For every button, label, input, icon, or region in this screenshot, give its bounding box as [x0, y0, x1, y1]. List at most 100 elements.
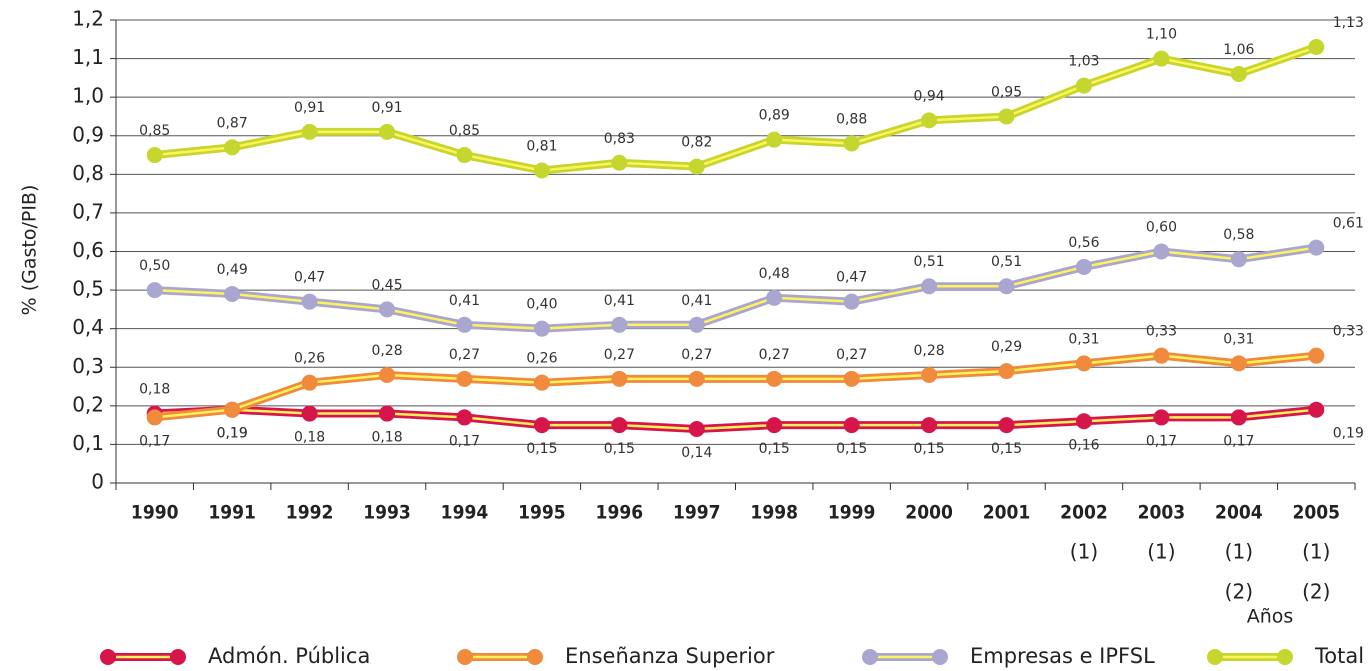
point: [146, 409, 163, 426]
series-line-highlight: [154, 246, 1317, 330]
x-tick-label: 2005: [1292, 502, 1340, 524]
value-label: 0,17: [449, 433, 480, 449]
x-tick-label: (1): [1147, 540, 1175, 564]
point: [1153, 409, 1170, 426]
value-label: 0,15: [991, 441, 1022, 457]
point: [1153, 243, 1170, 260]
value-label: 1,10: [1146, 27, 1177, 43]
value-label: 0,89: [759, 108, 790, 124]
value-label: 0,26: [526, 351, 557, 367]
value-label: 0,95: [991, 84, 1022, 100]
value-label: 0,17: [1223, 433, 1254, 449]
point: [1075, 258, 1092, 275]
point: [1308, 401, 1325, 418]
x-tick-label: 1998: [750, 502, 798, 524]
y-tick-label: 0,4: [72, 315, 104, 339]
point: [379, 405, 396, 422]
value-label: 0,41: [604, 293, 635, 309]
series-line-highlight: [154, 408, 1317, 431]
point: [1308, 347, 1325, 364]
value-label: 0,27: [681, 347, 712, 363]
value-label: 0,15: [526, 441, 557, 457]
value-label: 0,49: [217, 262, 248, 278]
point: [1075, 413, 1092, 430]
x-tick-label: 2002: [1060, 502, 1108, 524]
value-label: 0,51: [991, 254, 1022, 270]
value-label: 0,19: [217, 426, 248, 442]
value-label: 0,28: [371, 343, 402, 359]
point: [998, 108, 1015, 125]
series-line-highlight: [154, 354, 1317, 419]
series-line-highlight: [154, 45, 1317, 172]
legend-marker: [862, 649, 878, 665]
x-tick-label: 1997: [673, 502, 721, 524]
point: [533, 417, 550, 434]
point: [843, 293, 860, 310]
point: [224, 139, 241, 156]
point: [456, 316, 473, 333]
point: [611, 370, 628, 387]
value-label: 0,61: [1333, 216, 1364, 232]
value-label: 0,26: [294, 351, 325, 367]
point: [766, 131, 783, 148]
point: [1230, 251, 1247, 268]
y-axis-label: % (Gasto/PIB): [19, 185, 41, 316]
y-tick-label: 0,7: [72, 199, 104, 223]
x-tick-label: 2000: [905, 502, 953, 524]
y-tick-label: 1,2: [72, 7, 104, 31]
x-tick-label: 1993: [363, 502, 411, 524]
point: [766, 370, 783, 387]
x-tick-label: 1996: [596, 502, 644, 524]
value-label: 0,91: [371, 100, 402, 116]
point: [1308, 39, 1325, 56]
value-label: 0,58: [1223, 227, 1254, 243]
y-tick-label: 0,8: [72, 161, 104, 185]
value-label: 0,47: [836, 270, 867, 286]
value-label: 0,31: [1223, 331, 1254, 347]
point: [843, 370, 860, 387]
value-label: 0,56: [1068, 235, 1099, 251]
value-label: 0,94: [914, 88, 945, 104]
value-label: 1,13: [1333, 15, 1364, 31]
point: [611, 154, 628, 171]
value-label: 0,15: [759, 441, 790, 457]
value-label: 0,47: [294, 270, 325, 286]
point: [456, 370, 473, 387]
point: [766, 289, 783, 306]
point: [688, 370, 705, 387]
point: [1075, 355, 1092, 372]
value-label: 0,85: [449, 123, 480, 139]
point: [611, 316, 628, 333]
legend-marker: [527, 649, 543, 665]
value-label: 0,87: [217, 115, 248, 131]
y-tick-label: 0: [91, 470, 104, 494]
point: [921, 278, 938, 295]
point: [1308, 239, 1325, 256]
value-label: 0,27: [604, 347, 635, 363]
value-label: 0,88: [836, 111, 867, 127]
value-label: 0,15: [604, 441, 635, 457]
legend-label: Enseñanza Superior: [565, 644, 775, 668]
value-label: 0,27: [449, 347, 480, 363]
value-label: 0,81: [526, 138, 557, 154]
point: [533, 162, 550, 179]
legend-marker: [457, 649, 473, 665]
value-label: 0,27: [759, 347, 790, 363]
point: [224, 285, 241, 302]
point: [688, 316, 705, 333]
x-tick-label: (2): [1225, 580, 1253, 604]
x-tick-label: 2004: [1215, 502, 1263, 524]
value-label: 0,83: [604, 131, 635, 147]
value-label: 0,15: [914, 441, 945, 457]
point: [1075, 77, 1092, 94]
y-tick-label: 0,1: [72, 431, 104, 455]
legend-marker: [100, 649, 116, 665]
value-label: 0,33: [1146, 324, 1177, 340]
value-label: 0,85: [139, 123, 170, 139]
series-line: [154, 351, 1317, 422]
x-tick-label: 1999: [828, 502, 876, 524]
legend-marker: [1277, 649, 1293, 665]
point: [921, 417, 938, 434]
point: [224, 401, 241, 418]
